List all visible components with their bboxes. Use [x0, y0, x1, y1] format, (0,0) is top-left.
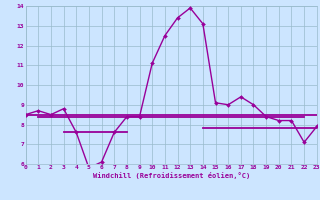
X-axis label: Windchill (Refroidissement éolien,°C): Windchill (Refroidissement éolien,°C)	[92, 172, 250, 179]
